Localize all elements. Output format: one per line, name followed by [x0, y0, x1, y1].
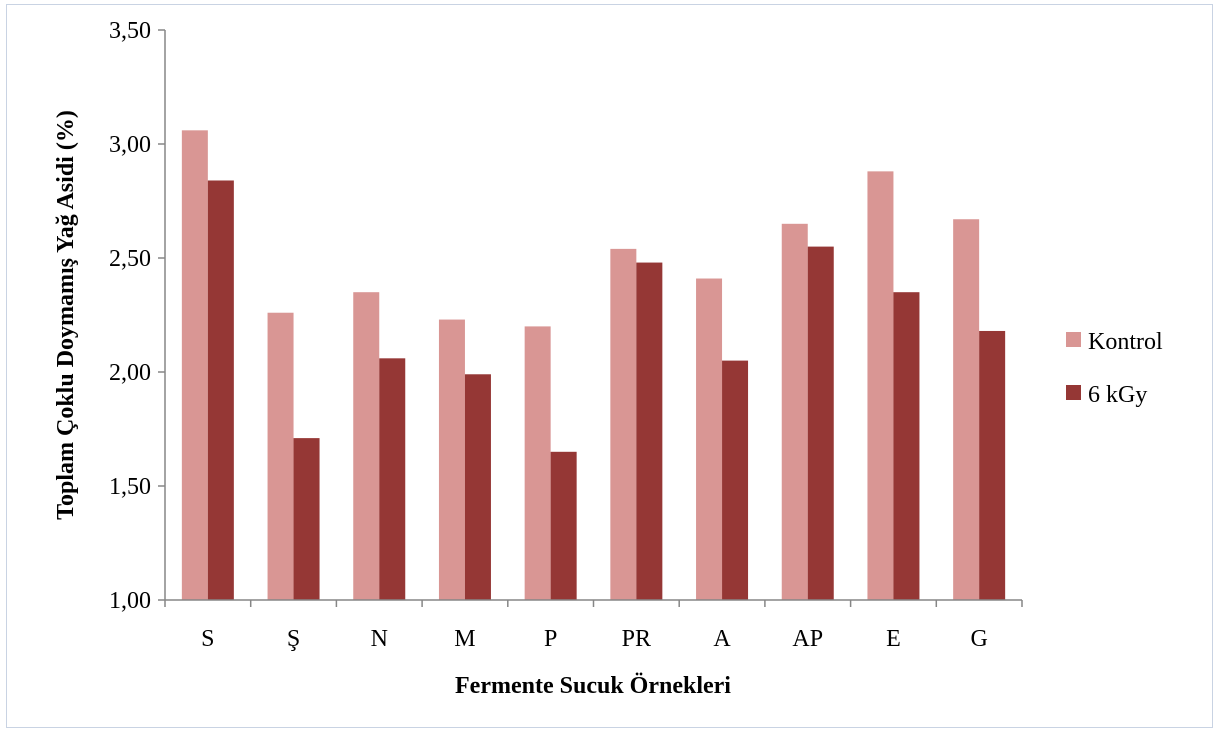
- x-tick-label: AP: [792, 626, 823, 652]
- x-tick-label: Ş: [287, 626, 300, 652]
- bar-kontrol: [781, 223, 808, 601]
- bar-kontrol: [953, 219, 980, 601]
- y-tick-label: 3,00: [109, 132, 151, 158]
- bar-6kgy: [636, 262, 663, 600]
- x-tick-label: M: [454, 626, 475, 652]
- bar-6kgy: [207, 180, 234, 601]
- x-tick-label: G: [970, 626, 987, 652]
- x-tick-label: P: [544, 626, 557, 652]
- bar-kontrol: [696, 278, 723, 600]
- bar-6kgy: [722, 360, 749, 600]
- x-tick-label: N: [371, 626, 388, 652]
- legend-swatch: [1066, 385, 1081, 400]
- bar-kontrol: [181, 130, 208, 600]
- y-tick-label: 3,50: [109, 18, 151, 44]
- bar-kontrol: [610, 248, 637, 600]
- y-axis-title: Toplam Çoklu Doymamış Yağ Asidi (%): [53, 110, 79, 520]
- bar-kontrol: [267, 312, 294, 600]
- bar-6kgy: [293, 438, 320, 600]
- x-tick-label: E: [886, 626, 901, 652]
- legend-label: 6 kGy: [1088, 382, 1147, 408]
- x-tick-label: A: [713, 626, 731, 652]
- x-axis-ticks: S Ş N M P PR A AP E G: [164, 600, 1023, 652]
- y-tick-label: 1,50: [109, 474, 151, 500]
- bar-kontrol: [867, 171, 894, 601]
- bar-kontrol: [438, 319, 465, 600]
- x-tick-label: S: [201, 626, 214, 652]
- y-axis-ticks: 1,00 1,50 2,00 2,50 3,00 3,50: [109, 18, 165, 614]
- legend: Kontrol 6 kGy: [1066, 329, 1163, 408]
- bar-kontrol: [353, 292, 380, 600]
- bar-6kgy: [807, 246, 834, 600]
- bar-6kgy: [550, 451, 577, 600]
- legend-label: Kontrol: [1088, 329, 1163, 355]
- bar-kontrol: [524, 326, 551, 600]
- bar-6kgy: [979, 330, 1006, 600]
- legend-swatch: [1066, 332, 1081, 347]
- bar-6kgy: [893, 292, 920, 600]
- bars-layer: [181, 130, 1006, 601]
- x-tick-label: PR: [622, 626, 651, 652]
- x-axis-title: Fermente Sucuk Örnekleri: [455, 673, 731, 699]
- y-tick-label: 1,00: [109, 588, 151, 614]
- y-tick-label: 2,50: [109, 246, 151, 272]
- y-tick-label: 2,00: [109, 360, 151, 386]
- bar-6kgy: [379, 358, 406, 600]
- bar-6kgy: [464, 374, 491, 600]
